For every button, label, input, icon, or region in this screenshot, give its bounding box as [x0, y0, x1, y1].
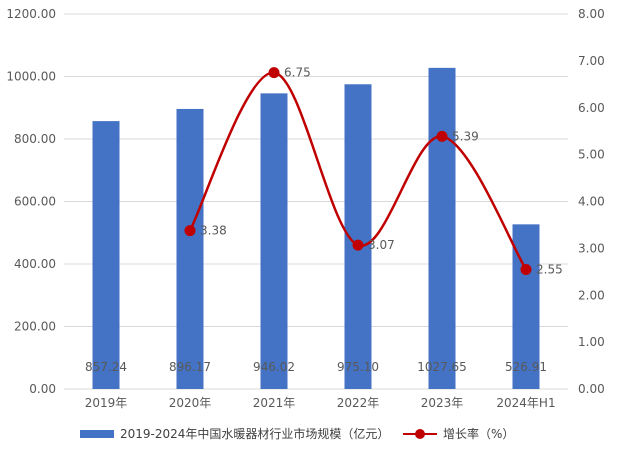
x-axis-tick-label: 2019年 [85, 396, 128, 410]
right-axis-tick-label: 8.00 [578, 7, 605, 21]
left-axis-tick-label: 600.00 [14, 195, 56, 209]
bar-value-label: 975.10 [337, 360, 379, 374]
right-axis-tick-label: 7.00 [578, 54, 605, 68]
growth-rate-point [436, 130, 448, 142]
bar-value-label: 1027.65 [417, 360, 467, 374]
legend-item-market-size: 2019-2024年中国水暖器材行业市场规模（亿元） [80, 425, 389, 442]
bar-value-label: 946.02 [253, 360, 295, 374]
growth-rate-value-label: 5.39 [452, 129, 479, 143]
growth-rate-point [184, 225, 196, 237]
right-axis-tick-label: 1.00 [578, 335, 605, 349]
legend-label-growth-rate: 增长率（%） [443, 427, 515, 441]
left-axis-tick-label: 0.00 [29, 382, 56, 396]
right-axis-tick-label: 2.00 [578, 288, 605, 302]
bar-value-label: 896.17 [169, 360, 211, 374]
bar-value-labels: 857.24 896.17 946.02 975.10 1027.65 526.91 [85, 360, 547, 374]
legend-item-growth-rate: 增长率（%） [403, 425, 514, 442]
bar [176, 108, 204, 390]
x-axis-ticks: 2019年 2020年 2021年 2022年 2023年 2024年H1 [85, 396, 556, 410]
growth-rate-point [520, 263, 532, 275]
right-axis-tick-label: 3.00 [578, 241, 605, 255]
x-axis-tick-label: 2020年 [169, 396, 212, 410]
bar-value-label: 857.24 [85, 360, 127, 374]
line-series [184, 67, 532, 275]
legend-line-swatch [403, 428, 437, 439]
bar-value-label: 526.91 [505, 360, 547, 374]
line-value-labels: 3.38 6.75 3.07 5.39 2.55 [200, 66, 563, 277]
left-axis-tick-label: 1000.00 [6, 70, 56, 84]
x-axis-tick-label: 2021年 [253, 396, 296, 410]
x-axis-tick-label: 2024年H1 [496, 396, 555, 410]
left-axis-tick-label: 800.00 [14, 132, 56, 146]
legend: 2019-2024年中国水暖器材行业市场规模（亿元） 增长率（%） [0, 421, 619, 445]
legend-label-market-size: 2019-2024年中国水暖器材行业市场规模（亿元） [120, 427, 390, 441]
left-axis-tick-label: 1200.00 [6, 7, 56, 21]
growth-rate-point [268, 67, 280, 79]
bar-series [92, 67, 540, 390]
bar [428, 67, 456, 389]
x-axis-tick-label: 2023年 [421, 396, 464, 410]
bar [260, 93, 288, 390]
bar [92, 121, 120, 390]
right-axis-tick-label: 5.00 [578, 148, 605, 162]
left-axis-tick-label: 400.00 [14, 257, 56, 271]
growth-rate-point [352, 239, 364, 251]
growth-rate-value-label: 2.55 [536, 262, 563, 276]
x-axis-tick-label: 2022年 [337, 396, 380, 410]
right-axis-tick-label: 4.00 [578, 195, 605, 209]
gridlines [64, 13, 568, 390]
right-axis-ticks: 0.00 1.00 2.00 3.00 4.00 5.00 6.00 7.00 8.00 [578, 7, 605, 396]
left-axis-ticks: 0.00 200.00 400.00 600.00 800.00 1000.00 1200.… [6, 7, 56, 396]
right-axis-tick-label: 6.00 [578, 101, 605, 115]
growth-rate-value-label: 6.75 [284, 66, 311, 80]
growth-rate-value-label: 3.38 [200, 224, 227, 238]
legend-bar-swatch [80, 429, 114, 438]
left-axis-tick-label: 200.00 [14, 320, 56, 334]
growth-rate-value-label: 3.07 [368, 238, 395, 252]
right-axis-tick-label: 0.00 [578, 382, 605, 396]
